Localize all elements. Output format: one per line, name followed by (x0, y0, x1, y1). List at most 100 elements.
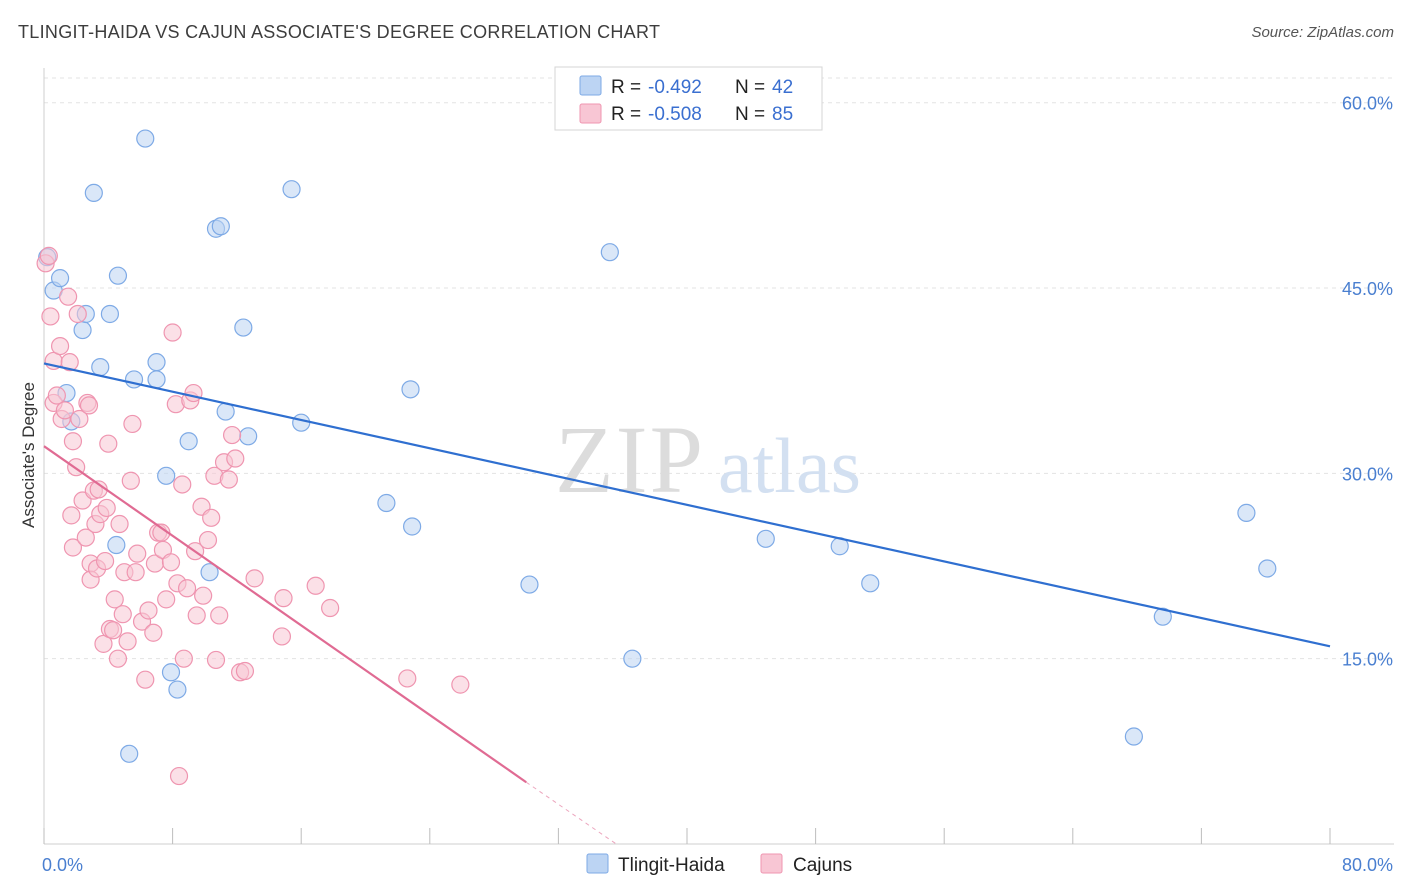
cajun-point-45 (139, 601, 158, 620)
chart-source: Source: ZipAtlas.com (1251, 24, 1394, 41)
cajun-point-81 (321, 598, 340, 618)
tlingit-point-19 (168, 680, 187, 699)
cajun-point-8 (59, 287, 78, 306)
cajun-point-76 (235, 661, 255, 681)
cajun-point-84 (39, 246, 58, 266)
cajun-trend-extension (525, 781, 617, 845)
tlingit-point-8 (91, 358, 110, 377)
cajun-point-73 (222, 425, 242, 445)
legend-n-label-2: N = (735, 104, 765, 125)
cajun-point-44 (136, 670, 155, 689)
cajun-point-59 (177, 579, 197, 598)
tlingit-point-38 (1124, 727, 1143, 746)
tlingit-point-14 (136, 129, 155, 148)
cajun-point-83 (451, 675, 470, 694)
cajun-point-1 (41, 307, 60, 326)
cajun-point-10 (62, 506, 81, 525)
cajun-point-41 (126, 563, 145, 582)
y-tick-label-2: 45.0% (1342, 279, 1393, 299)
cajun-point-32 (104, 621, 123, 640)
tlingit-point-23 (211, 217, 230, 236)
tlingit-trend-line (43, 362, 1331, 648)
cajun-point-35 (110, 514, 129, 534)
tlingit-point-15 (147, 353, 166, 372)
watermark: ZIP atlas (555, 406, 861, 513)
legend-r-value-1: -0.492 (648, 77, 702, 98)
cajun-point-34 (108, 649, 128, 668)
bottom-legend-label-cajun: Cajuns (793, 855, 852, 876)
series-points (36, 129, 1277, 786)
cajun-point-72 (219, 470, 238, 489)
cajun-point-9 (60, 353, 79, 372)
cajun-point-53 (163, 323, 182, 342)
cajun-point-70 (210, 606, 229, 625)
cajun-point-58 (174, 649, 193, 668)
bottom-legend: Tlingit-Haida Cajuns (586, 853, 852, 876)
y-tick-label-1: 30.0% (1342, 464, 1393, 484)
cajun-point-17 (76, 528, 95, 547)
tlingit-point-30 (401, 380, 420, 399)
cajun-point-33 (105, 590, 124, 609)
cajun-point-40 (123, 414, 142, 434)
bottom-legend-label-tlingit: Tlingit-Haida (618, 855, 725, 876)
cajun-point-39 (121, 471, 140, 490)
legend-r-label-1: R = (611, 77, 641, 98)
tlingit-point-21 (200, 563, 219, 582)
tlingit-point-10 (108, 266, 128, 285)
tlingit-point-41 (1258, 559, 1277, 578)
bottom-legend-swatch-cajun (760, 853, 783, 874)
legend-r-value-2: -0.508 (648, 104, 702, 125)
tlingit-point-18 (161, 663, 181, 682)
cajun-point-19 (79, 396, 99, 415)
tlingit-point-20 (179, 432, 198, 451)
cajun-point-28 (95, 551, 115, 571)
cajun-point-36 (113, 605, 132, 624)
y-tick-label-3: 60.0% (1342, 94, 1393, 114)
cajun-point-14 (68, 304, 87, 324)
tick-labels: 15.0% 30.0% 45.0% 60.0% 0.0% 80.0% (42, 94, 1393, 875)
tlingit-point-31 (403, 517, 422, 536)
legend-swatch-tlingit (579, 75, 602, 96)
cajun-point-79 (274, 589, 293, 608)
cajun-point-4 (47, 386, 66, 405)
tlingit-point-28 (292, 413, 311, 432)
cajun-point-80 (306, 576, 325, 595)
watermark-zip: ZIP (555, 406, 705, 513)
cajun-trend-line (43, 445, 527, 784)
cajun-point-51 (157, 590, 176, 609)
tlingit-point-5 (73, 320, 92, 340)
watermark-atlas: atlas (718, 422, 861, 509)
cajun-point-30 (99, 434, 118, 453)
tlingit-point-34 (623, 649, 642, 668)
tlingit-point-35 (756, 529, 775, 548)
tlingit-point-26 (239, 427, 258, 446)
cajun-point-67 (202, 508, 221, 527)
cajun-point-38 (118, 632, 137, 651)
bottom-legend-swatch-tlingit (586, 853, 609, 874)
cajun-point-57 (173, 475, 192, 494)
tlingit-point-25 (234, 318, 253, 337)
cajun-point-74 (226, 449, 245, 468)
cajun-point-7 (55, 401, 74, 420)
chart-title: TLINGIT-HAIDA VS CAJUN ASSOCIATE'S DEGRE… (18, 22, 661, 42)
cajun-point-66 (198, 530, 218, 550)
cajun-point-12 (63, 538, 83, 557)
tlingit-point-7 (84, 183, 103, 202)
tlingit-point-39 (1153, 607, 1172, 626)
cajun-point-5 (50, 337, 70, 356)
gridlines (44, 77, 1394, 660)
cajun-point-15 (70, 409, 89, 429)
cajun-point-63 (187, 606, 206, 625)
legend-n-value-2: 85 (772, 104, 793, 125)
trend-lines (43, 362, 1331, 845)
tlingit-point-12 (120, 744, 139, 763)
cajun-point-69 (206, 650, 226, 670)
x-tick-label-1: 80.0% (1342, 855, 1393, 875)
cajun-point-52 (161, 553, 181, 572)
y-axis-title: Associate's Degree (19, 382, 38, 528)
cajun-point-29 (97, 498, 116, 518)
tlingit-point-33 (600, 243, 619, 262)
legend-n-value-1: 42 (772, 77, 793, 98)
cajun-point-78 (272, 627, 292, 646)
